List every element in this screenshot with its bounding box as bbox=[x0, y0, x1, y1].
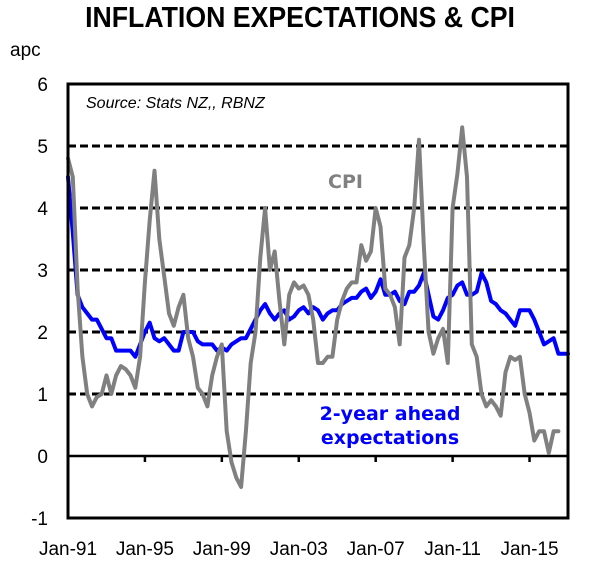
y-tick-label: 0 bbox=[37, 447, 48, 468]
gridlines bbox=[68, 144, 568, 458]
x-axis-ticks: Jan-91 Jan-95 Jan-99 Jan-03 Jan-07 Jan-11 Jan-… bbox=[39, 456, 559, 560]
cpi-line bbox=[66, 125, 561, 489]
chart-title: INFLATION EXPECTATIONS & CPI bbox=[85, 2, 515, 34]
x-tick-label: Jan-03 bbox=[270, 539, 328, 560]
series-lines bbox=[66, 125, 570, 489]
x-tick-label: Jan-11 bbox=[424, 539, 481, 560]
plot-frame bbox=[66, 82, 570, 520]
expectations-series-label-line2: expectations bbox=[321, 427, 459, 449]
y-tick-label: 2 bbox=[37, 323, 48, 344]
x-tick-label: Jan-95 bbox=[116, 539, 174, 560]
x-tick-label: Jan-91 bbox=[39, 539, 97, 560]
x-tick-label: Jan-15 bbox=[500, 539, 558, 560]
y-tick-label: 3 bbox=[37, 261, 48, 282]
x-tick-label: Jan-99 bbox=[193, 539, 251, 560]
expectations-series-label-line1: 2-year ahead bbox=[320, 403, 461, 425]
y-tick-label: -1 bbox=[31, 509, 48, 530]
y-axis-unit-label: apc bbox=[10, 40, 41, 61]
y-tick-label: 6 bbox=[37, 75, 48, 96]
y-tick-label: 5 bbox=[37, 137, 48, 158]
y-axis-ticks: -1 0 1 2 3 4 5 6 bbox=[31, 75, 48, 530]
expectations-line bbox=[66, 175, 570, 359]
y-tick-label: 4 bbox=[37, 199, 48, 220]
x-tick-label: Jan-07 bbox=[347, 539, 405, 560]
y-tick-label: 1 bbox=[37, 385, 48, 406]
cpi-series-label: CPI bbox=[328, 171, 363, 193]
source-note: Source: Stats NZ,, RBNZ bbox=[86, 95, 266, 112]
